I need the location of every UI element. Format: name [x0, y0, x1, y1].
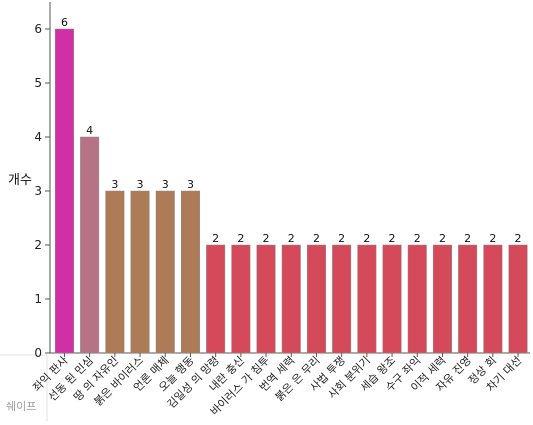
- y-tick-label: 2: [34, 238, 42, 252]
- bar-value-label: 2: [313, 232, 320, 245]
- y-tick-label: 5: [34, 76, 42, 90]
- bar-value-label: 2: [363, 232, 370, 245]
- bar: [357, 244, 377, 354]
- y-axis: 0 1 2 3 4 5 6: [34, 22, 50, 360]
- bar-value-label: 2: [489, 232, 496, 245]
- y-tick-label: 3: [34, 184, 42, 198]
- bar-value-label: 2: [414, 232, 421, 245]
- bar-value-label: 2: [288, 232, 295, 245]
- bar-value-label: 6: [61, 16, 68, 29]
- bar-value-label: 3: [187, 178, 194, 191]
- bar-value-label: 4: [86, 124, 93, 137]
- bar: [306, 244, 326, 354]
- bar-value-label: 2: [338, 232, 345, 245]
- bar: [281, 244, 301, 354]
- bar-value-label: 2: [464, 232, 471, 245]
- bar: [231, 244, 251, 354]
- bar: [483, 244, 503, 354]
- y-tick-label: 0: [34, 346, 42, 360]
- bar: [508, 244, 528, 354]
- bar: [458, 244, 478, 354]
- bar-value-label: 3: [162, 178, 169, 191]
- bar-value-label: 2: [389, 232, 396, 245]
- y-tick-label: 1: [34, 292, 42, 306]
- bar: [407, 244, 427, 354]
- bar: [332, 244, 352, 354]
- corner-label: 쉐이프: [6, 400, 36, 413]
- bar: [130, 190, 150, 354]
- bar: [206, 244, 226, 354]
- bar: [256, 244, 276, 354]
- bar-value-label: 2: [212, 232, 219, 245]
- bar: [105, 190, 125, 354]
- bar-value-label: 2: [237, 232, 244, 245]
- y-tick-label: 6: [34, 22, 42, 36]
- bar-value-label: 2: [439, 232, 446, 245]
- bar: [180, 190, 200, 354]
- data-labels: 6 4 3 3 3 3 2 2 2 2 2 2 2 2 2 2 2 2 2: [61, 16, 522, 245]
- bar: [54, 28, 74, 354]
- bar: [155, 190, 175, 354]
- bar: [80, 136, 100, 354]
- bar-value-label: 2: [263, 232, 270, 245]
- bar-value-label: 3: [111, 178, 118, 191]
- bars: [54, 28, 528, 354]
- bar-value-label: 3: [137, 178, 144, 191]
- bar: [432, 244, 452, 354]
- y-tick-label: 4: [34, 130, 42, 144]
- bar: [382, 244, 402, 354]
- y-axis-label: 개수: [8, 173, 32, 188]
- bar-value-label: 2: [515, 232, 522, 245]
